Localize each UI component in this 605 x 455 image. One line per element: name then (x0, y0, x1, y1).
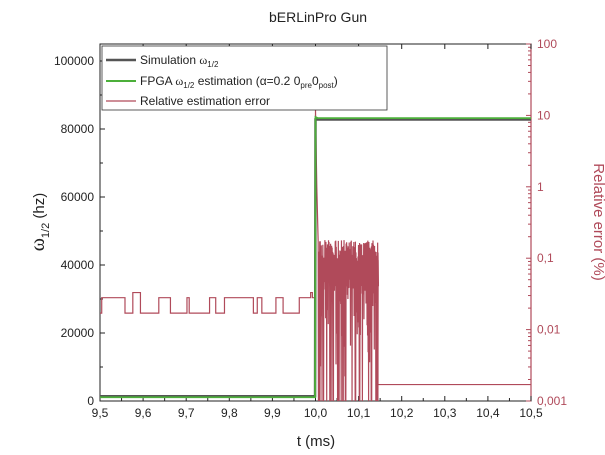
y-axis-label-right: Relative error (%) (590, 163, 605, 281)
legend: Simulation ω1/2 FPGA ω1/2 estimation (α=… (101, 45, 388, 111)
right-tick-label: 100 (537, 37, 557, 51)
x-tick-label: 9,6 (135, 406, 152, 420)
series-layer (100, 109, 531, 402)
x-tick-label: 9,5 (92, 406, 109, 420)
left-tick-label: 100000 (54, 54, 94, 68)
x-tick-label: 10,4 (476, 406, 500, 420)
series-relative-error-line (100, 109, 531, 402)
right-axis: 0,001 0,01 0,1 1 10 100 (526, 37, 567, 408)
right-tick-label: 0,001 (537, 394, 567, 408)
x-tick-label: 9,8 (221, 406, 238, 420)
legend-entry-error: Relative estimation error (140, 94, 270, 108)
legend-box (101, 45, 388, 111)
left-tick-label: 40000 (61, 258, 95, 272)
x-axis: 9,5 9,6 9,7 9,8 9,9 10,0 10,1 10,2 10,3 10,4 10,5 (92, 44, 543, 420)
right-tick-label: 1 (537, 180, 544, 194)
left-tick-label: 20000 (61, 326, 95, 340)
chart-title: bERLinPro Gun (269, 9, 367, 25)
right-tick-label: 0,1 (537, 251, 554, 265)
left-axis: 0 20000 40000 60000 80000 100000 (54, 54, 105, 408)
left-tick-label: 0 (87, 394, 94, 408)
x-tick-label: 9,7 (178, 406, 195, 420)
legend-entry-simulation: Simulation ω1/2 (140, 53, 219, 69)
x-tick-label: 9,9 (264, 406, 281, 420)
x-tick-label: 10,5 (519, 406, 543, 420)
x-tick-label: 10,2 (390, 406, 414, 420)
right-tick-label: 10 (537, 108, 551, 122)
right-tick-label: 0,01 (537, 323, 561, 337)
series-fpga-line (100, 115, 531, 399)
left-tick-label: 80000 (61, 122, 95, 136)
x-tick-label: 10,1 (347, 406, 371, 420)
x-tick-label: 10,3 (433, 406, 457, 420)
x-axis-label: t (ms) (297, 433, 335, 450)
y-axis-label-left: ω1/2 (hz) (27, 193, 52, 251)
left-tick-label: 60000 (61, 190, 95, 204)
x-tick-label: 10,0 (304, 406, 328, 420)
